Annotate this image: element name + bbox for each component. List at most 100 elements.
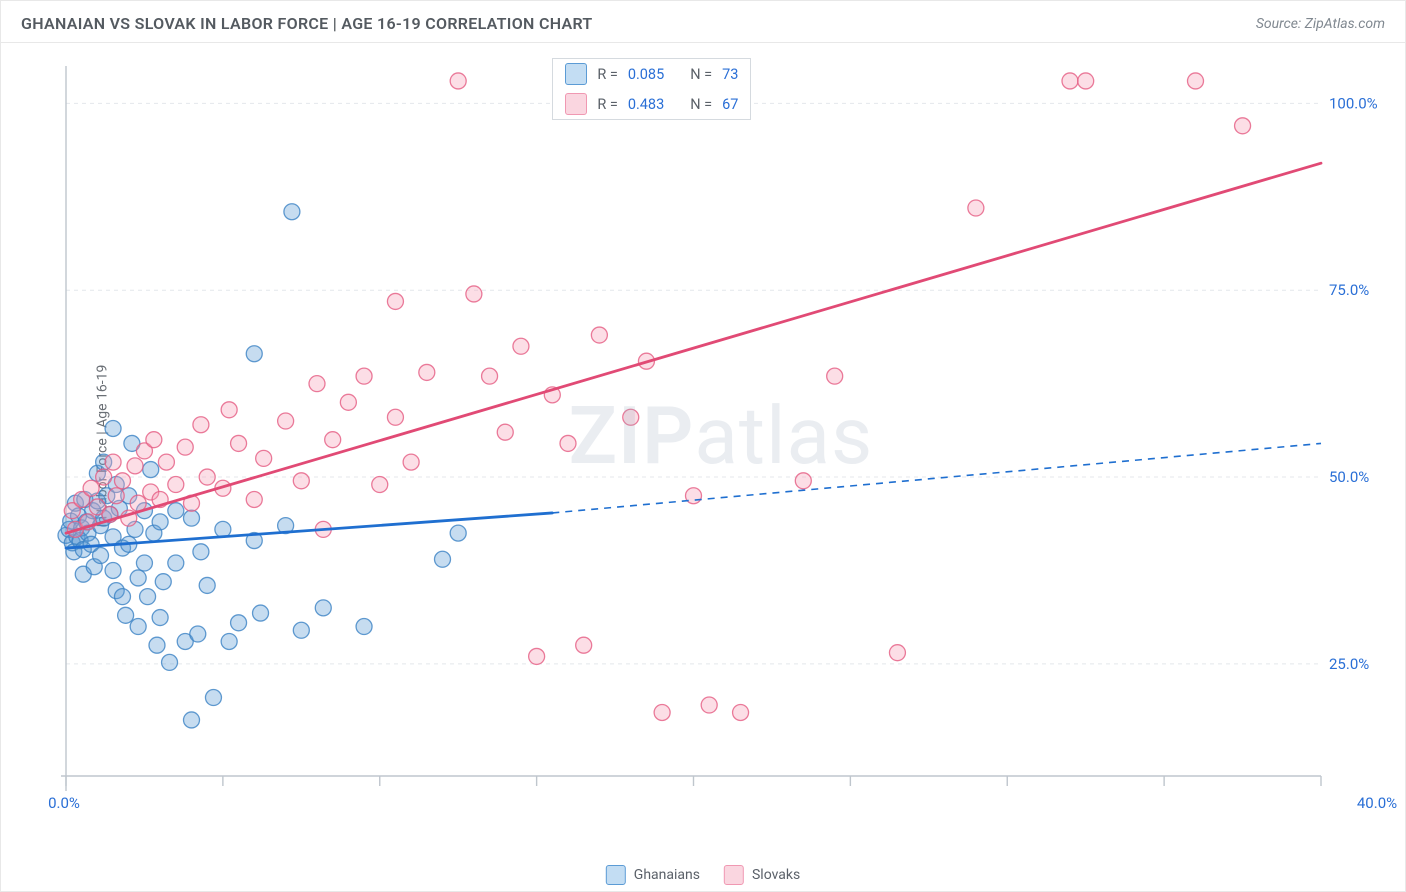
n-label: N = <box>690 96 712 113</box>
data-point <box>118 607 134 623</box>
data-point <box>513 338 529 354</box>
legend-swatch <box>606 865 626 885</box>
data-point <box>968 200 984 216</box>
data-point <box>1188 73 1204 89</box>
header: GHANAIAN VS SLOVAK IN LABOR FORCE | AGE … <box>1 1 1405 43</box>
data-point <box>654 704 670 720</box>
data-point <box>1062 73 1078 89</box>
svg-text:0.0%: 0.0% <box>48 794 80 812</box>
data-point <box>149 637 165 653</box>
data-point <box>293 622 309 638</box>
data-point <box>356 368 372 384</box>
data-point <box>340 394 356 410</box>
data-point <box>136 555 152 571</box>
data-point <box>889 645 905 661</box>
chart-container: GHANAIAN VS SLOVAK IN LABOR FORCE | AGE … <box>0 0 1406 892</box>
data-point <box>246 346 262 362</box>
source-label: Source: ZipAtlas.com <box>1256 16 1385 32</box>
r-label: R = <box>597 96 618 113</box>
svg-text:40.0%: 40.0% <box>1357 794 1397 812</box>
legend-label: Slovaks <box>752 867 800 883</box>
data-point <box>130 619 146 635</box>
data-point <box>168 477 184 493</box>
data-point <box>450 73 466 89</box>
svg-text:50.0%: 50.0% <box>1329 468 1369 486</box>
data-point <box>152 514 168 530</box>
data-point <box>168 555 184 571</box>
data-point <box>1235 118 1251 134</box>
data-point <box>315 600 331 616</box>
legend-item: Slovaks <box>724 865 800 885</box>
data-point <box>127 458 143 474</box>
data-point <box>576 637 592 653</box>
data-point <box>403 454 419 470</box>
n-label: N = <box>690 66 712 83</box>
data-point <box>450 525 466 541</box>
data-point <box>387 409 403 425</box>
data-point <box>168 503 184 519</box>
data-point <box>284 204 300 220</box>
svg-text:100.0%: 100.0% <box>1329 94 1378 112</box>
data-point <box>140 589 156 605</box>
data-point <box>221 633 237 649</box>
correlation-legend: R =0.085N =73R =0.483N =67 <box>552 58 751 120</box>
data-point <box>325 432 341 448</box>
n-value: 73 <box>722 66 738 83</box>
data-point <box>372 477 388 493</box>
data-point <box>158 454 174 470</box>
data-point <box>199 577 215 593</box>
data-point <box>177 439 193 455</box>
data-point <box>105 562 121 578</box>
data-point <box>795 473 811 489</box>
data-point <box>162 654 178 670</box>
data-point <box>356 619 372 635</box>
data-point <box>152 610 168 626</box>
data-point <box>184 510 200 526</box>
data-point <box>146 432 162 448</box>
data-point <box>256 450 272 466</box>
data-point <box>827 368 843 384</box>
data-point <box>184 712 200 728</box>
data-point <box>387 293 403 309</box>
data-point <box>497 424 513 440</box>
data-point <box>105 420 121 436</box>
legend-item: Ghanaians <box>606 865 700 885</box>
series-legend: Ghanaians Slovaks <box>606 865 800 885</box>
legend-swatch <box>565 93 587 115</box>
chart-svg: 25.0%50.0%75.0%100.0%0.0%40.0% <box>61 56 1381 816</box>
data-point <box>278 413 294 429</box>
trend-line-extrapolated <box>552 443 1321 513</box>
data-point <box>482 368 498 384</box>
data-point <box>114 589 130 605</box>
data-point <box>293 473 309 489</box>
data-point <box>309 376 325 392</box>
n-value: 67 <box>722 96 738 113</box>
data-point <box>199 469 215 485</box>
data-point <box>701 697 717 713</box>
legend-swatch <box>724 865 744 885</box>
data-point <box>733 704 749 720</box>
data-point <box>466 286 482 302</box>
data-point <box>105 454 121 470</box>
data-point <box>591 327 607 343</box>
data-point <box>231 435 247 451</box>
data-point <box>419 364 435 380</box>
chart-title: GHANAIAN VS SLOVAK IN LABOR FORCE | AGE … <box>21 14 593 33</box>
data-point <box>205 690 221 706</box>
data-point <box>253 605 269 621</box>
data-point <box>1078 73 1094 89</box>
data-point <box>231 615 247 631</box>
legend-label: Ghanaians <box>634 867 700 883</box>
svg-text:75.0%: 75.0% <box>1329 281 1369 299</box>
data-point <box>155 574 171 590</box>
r-label: R = <box>597 66 618 83</box>
data-point <box>246 491 262 507</box>
data-point <box>193 544 209 560</box>
correlation-legend-row: R =0.483N =67 <box>553 89 750 119</box>
data-point <box>108 488 124 504</box>
data-point <box>221 402 237 418</box>
data-point <box>96 469 112 485</box>
data-point <box>435 551 451 567</box>
legend-swatch <box>565 63 587 85</box>
data-point <box>623 409 639 425</box>
